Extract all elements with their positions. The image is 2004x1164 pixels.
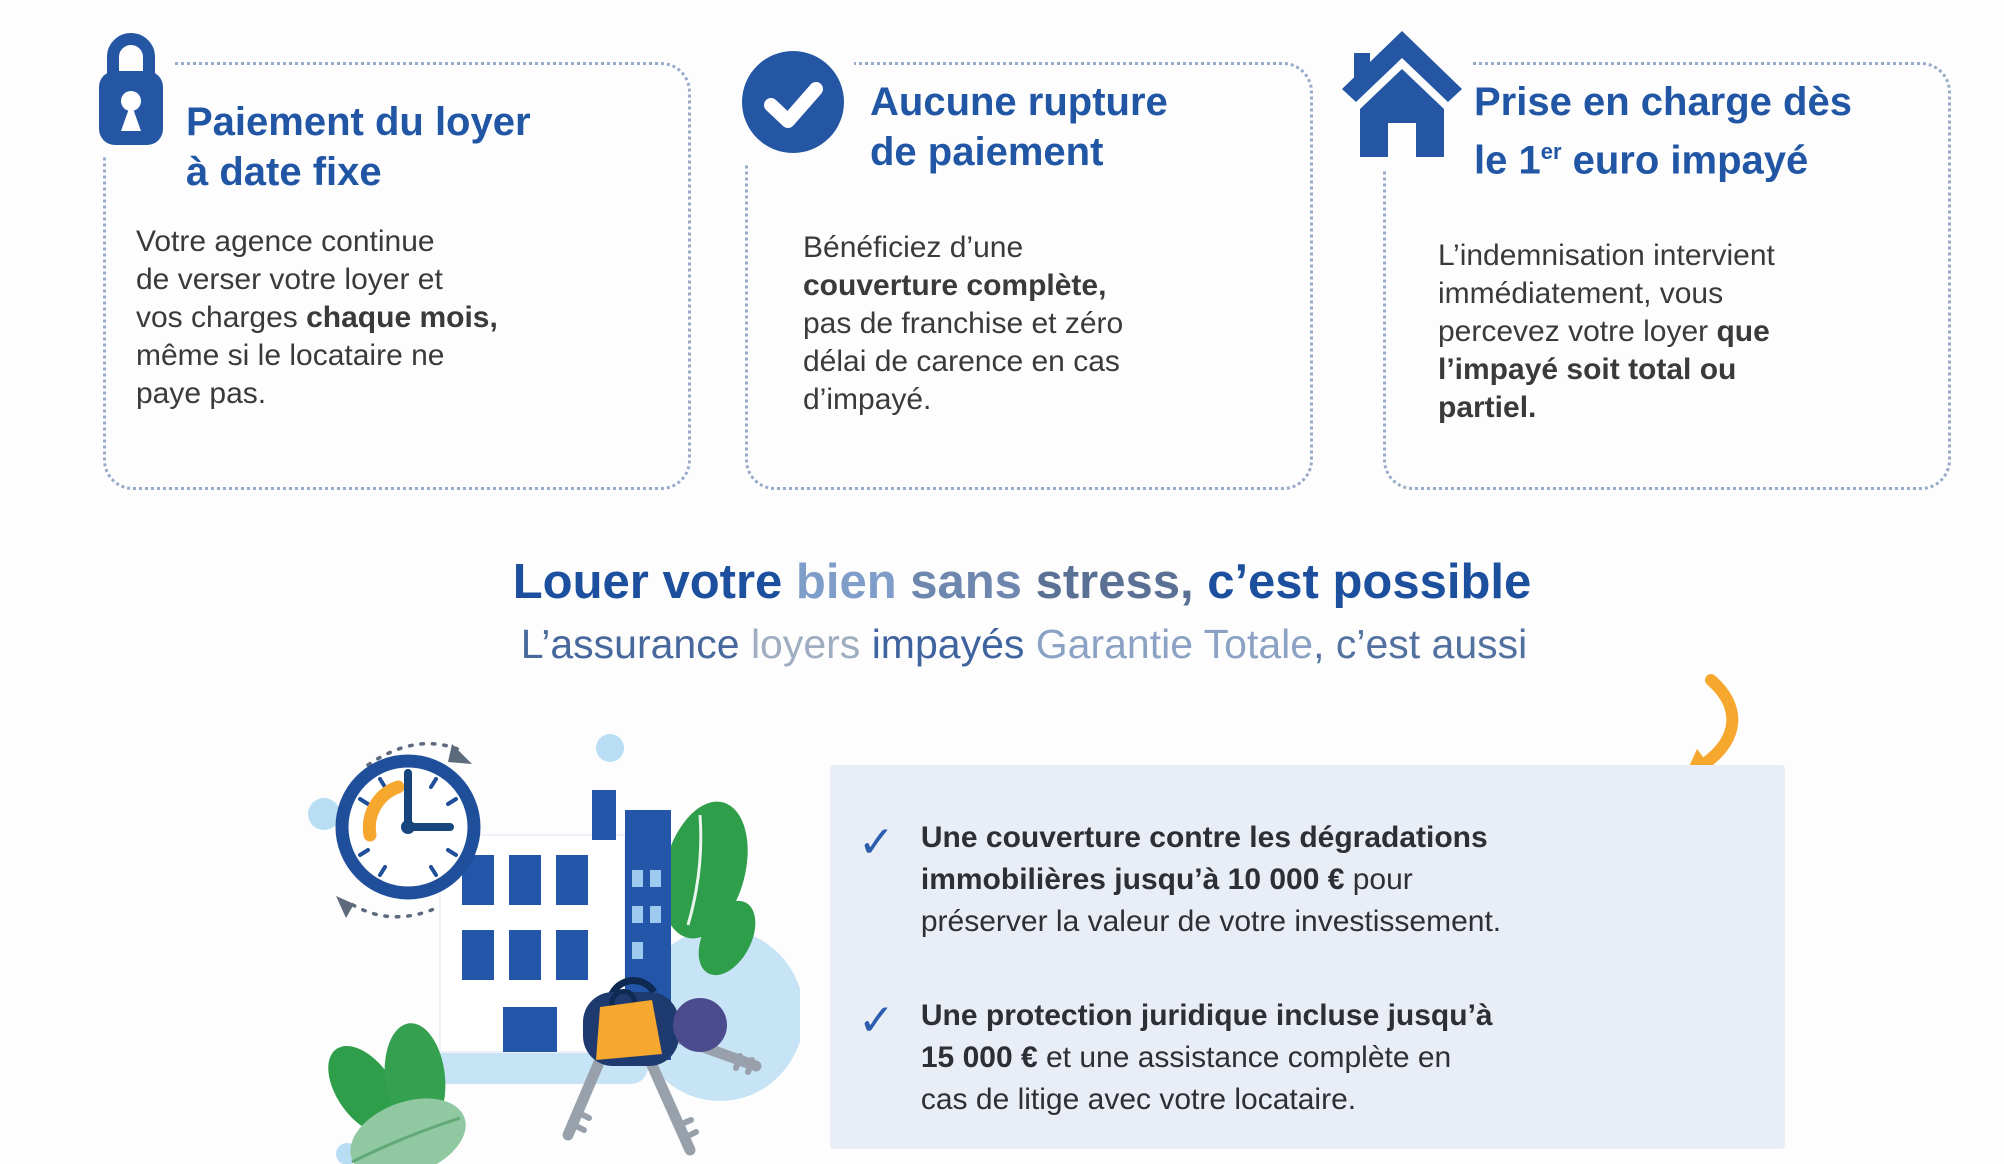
card-title: Aucune rupture de paiement <box>870 80 1168 174</box>
benefit-text: Une protection juridique incluse jusqu’à… <box>920 999 1493 1116</box>
plant-graphic <box>328 1023 466 1164</box>
card-first-euro-coverage: Prise en charge dès le 1er euro impayé L’… <box>1332 21 1951 490</box>
card-no-payment-break: Aucune rupture de paiement Bénéficiez d’u… <box>732 41 1313 490</box>
card-rent-payment: Paiement du loyer à date fixe Votre agenc… <box>90 9 691 490</box>
check-circle-icon <box>732 41 854 163</box>
main-heading: Louer votre bien sans stress, c’est poss… <box>512 555 1532 609</box>
benefit-item-degradation-coverage: ✓ Une couverture contre les dégradations… <box>858 817 1749 943</box>
sub-heading: L’assurance loyers impayés Garantie Tota… <box>520 621 1528 667</box>
checkmark-icon: ✓ <box>858 996 895 1045</box>
arrowhead-bottom <box>336 896 354 918</box>
blue-dots-decoration <box>308 734 624 1164</box>
checkmark-icon: ✓ <box>858 818 895 867</box>
card-title: Prise en charge dès le 1er euro impayé <box>1474 80 1852 183</box>
benefit-text: Une couverture contre les dégradations im… <box>920 821 1502 938</box>
card-body: Bénéficiez d’une couverture complète, pas … <box>803 231 1124 416</box>
arrowhead-top <box>448 744 472 764</box>
clock-icon <box>335 754 481 900</box>
benefit-item-legal-protection: ✓ Une protection juridique incluse jusqu… <box>858 995 1749 1121</box>
card-body: Votre agence continue de verser votre loy… <box>136 225 498 410</box>
card-title: Paiement du loyer à date fixe <box>186 100 531 194</box>
dashed-arrow-icon <box>346 741 462 919</box>
card-body: L’indemnisation intervient immédiatement,… <box>1438 239 1775 425</box>
house-icon <box>1332 21 1472 169</box>
benefits-panel: ✓ Une couverture contre les dégradations… <box>830 765 1785 1149</box>
house-keys-illustration <box>308 734 800 1164</box>
keys-graphic <box>562 977 762 1156</box>
lock-icon <box>90 9 172 155</box>
foliage-right <box>662 801 756 976</box>
